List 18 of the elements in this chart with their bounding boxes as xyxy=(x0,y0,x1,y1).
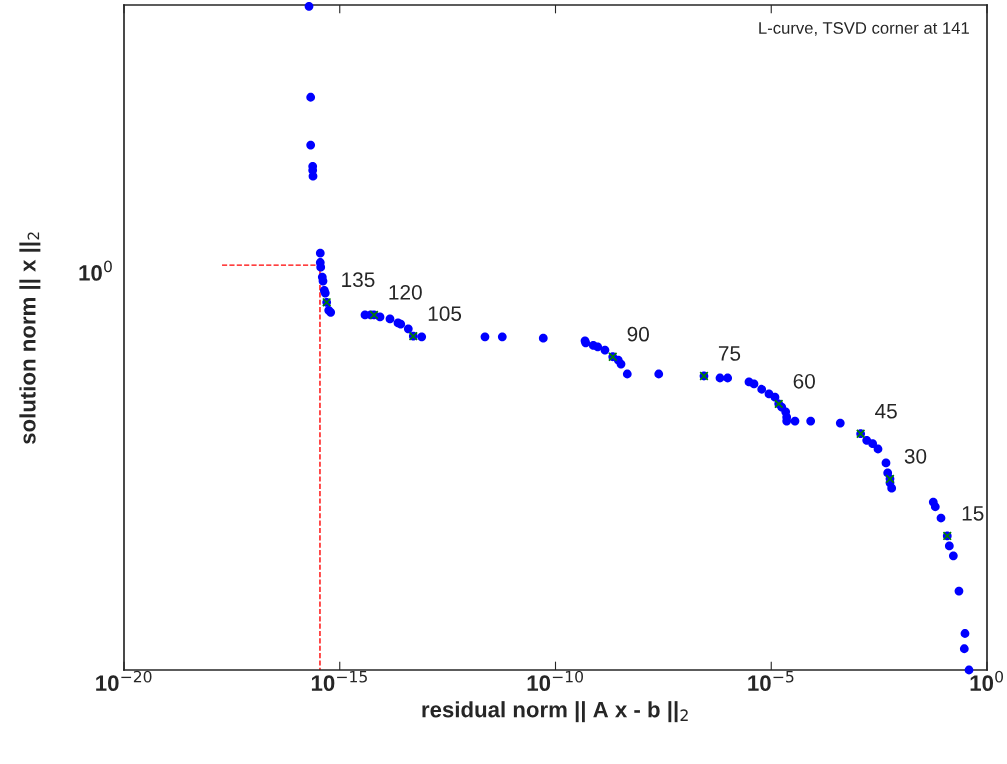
annotation: 15 xyxy=(962,506,984,521)
text: 10$^{0}$ xyxy=(79,260,112,281)
y-axis-title: solution norm || x ||$_{2}$ xyxy=(19,232,41,445)
annotation: 135 xyxy=(342,272,375,288)
annotation: 30 xyxy=(904,448,927,464)
x-tick-label: 10$^{−10}$ xyxy=(527,670,583,692)
annotation: L-curve, TSVD corner at 141 xyxy=(759,22,969,36)
annotation: 45 xyxy=(875,403,897,419)
annotation: 75 xyxy=(718,346,741,361)
annotation: 90 xyxy=(627,326,649,342)
annotation: 120 xyxy=(389,284,422,300)
x-axis-title: residual norm || A x - b ||$_{2}$ xyxy=(422,701,688,723)
x-tick-label: 10$^{0}$ xyxy=(970,670,1004,692)
x-tick-label: 10$^{−15}$ xyxy=(311,670,367,692)
x-tick-label: 10$^{−20}$ xyxy=(96,670,152,692)
annotation: 60 xyxy=(793,373,815,389)
annotation: 105 xyxy=(428,306,462,321)
x-tick-label: 10$^{−5}$ xyxy=(748,670,794,692)
